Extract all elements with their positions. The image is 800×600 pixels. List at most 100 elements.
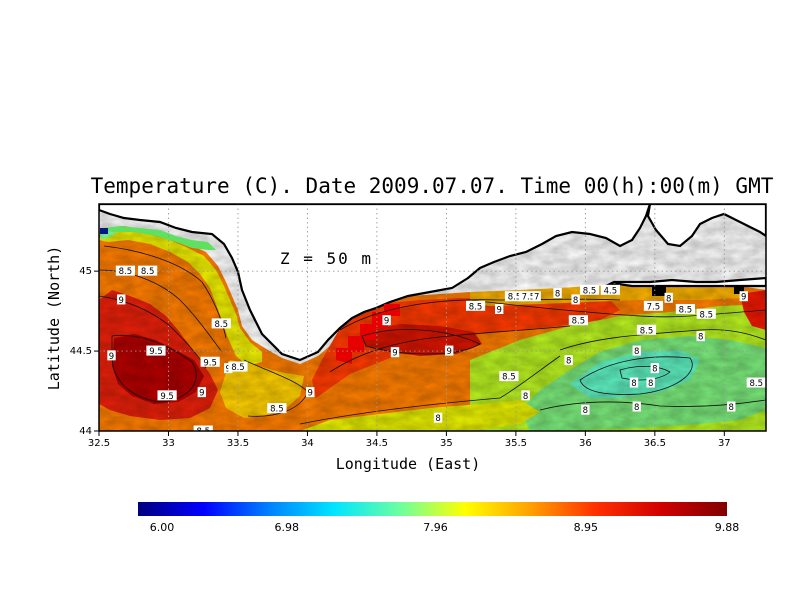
coast-dark-east-1 [652, 285, 666, 296]
contour-label: 8.5 [141, 267, 155, 277]
contour-label-box [382, 315, 391, 326]
contour-label-box [465, 300, 486, 311]
contour-label: 8 [652, 365, 657, 375]
x-tick-label: 37 [718, 438, 731, 449]
contour-label-box [267, 403, 287, 414]
contour-label-box [571, 294, 580, 305]
coast-strip-nw [104, 226, 216, 250]
contour-label: 8 [573, 296, 578, 306]
contour-label-box [433, 412, 443, 423]
colorbar-tick-label: 6.00 [150, 521, 175, 534]
contour-label: 9 [199, 389, 204, 399]
contour-label-box [650, 363, 660, 374]
x-tick-label: 35 [440, 438, 453, 449]
contour-label-box [675, 304, 696, 315]
contour-label: 9 [446, 347, 451, 357]
contour-label-box [632, 401, 641, 412]
contour-label: 8.5 [502, 373, 516, 383]
contour-line [539, 399, 766, 411]
contour-label: 8 [583, 406, 588, 416]
contour-line [469, 299, 766, 318]
contour-label-box [138, 265, 158, 276]
x-tick-label: 33.5 [227, 438, 249, 449]
contour-label-box [197, 387, 207, 398]
contour-label: 8.5 [572, 317, 586, 327]
contour-label: 8.5 [679, 306, 693, 316]
colorbar-tick-label: 7.96 [423, 521, 448, 534]
contour-label-box [211, 318, 231, 329]
x-tick-label: 36.5 [644, 438, 666, 449]
plot-frame [98, 203, 767, 432]
colorbar-tick-label: 9.88 [715, 521, 740, 534]
contour-label: 9 [741, 293, 746, 303]
contour-line [579, 356, 693, 395]
contour-line [559, 329, 766, 351]
contour-label-box [632, 345, 641, 356]
depth-label: Z = 50 m [280, 249, 373, 268]
colorbar: 6.00 6.98 7.96 8.95 9.88 [138, 502, 739, 534]
x-tick-label: 36 [579, 438, 592, 449]
x-tick-label: 32.5 [88, 438, 110, 449]
contour-label: 8 [555, 290, 560, 300]
contour-label: 8.5 [215, 320, 229, 330]
colorbar-tick-label: 8.95 [574, 521, 599, 534]
contour-label: 9 [308, 389, 313, 399]
contour-label-box [200, 356, 220, 367]
contour-label-box [107, 350, 116, 361]
contour-label-box [739, 291, 748, 302]
x-tick-label: 35.5 [505, 438, 527, 449]
kerch-peninsula-land [646, 204, 766, 248]
contour-label: 8 [435, 414, 440, 424]
contour-label-box [224, 363, 233, 374]
coast-dark-nw [100, 228, 108, 234]
contour-label: 9 [119, 296, 124, 306]
contour-label-box [664, 292, 673, 303]
contour-label: 4.5 [604, 286, 618, 296]
contour-label: 8.5 [583, 286, 597, 296]
contour-label-box [444, 345, 454, 356]
contour-label-box [157, 390, 177, 401]
contour-label-box [504, 291, 525, 302]
x-axis-ticks: 32.5 33 33.5 34 34.5 35 35.5 36 36.5 37 [88, 431, 731, 449]
contour-label-box [532, 291, 541, 302]
y-axis-label: Latitude (North) [45, 246, 63, 391]
contour-label-box [306, 387, 315, 398]
contour-label: 8.5 [750, 379, 764, 389]
contour-label-box [228, 361, 248, 372]
contour-label: 9 [392, 349, 397, 359]
contour-label: 8.5 [508, 293, 522, 303]
contour-label: 8 [729, 403, 734, 413]
x-tick-label: 34.5 [366, 438, 388, 449]
contour-label: 7 [534, 293, 539, 303]
contour-label: 8.5 [196, 427, 210, 437]
map-title: Temperature (C). Date 2009.07.07. Time 0… [91, 174, 774, 198]
contour-label: 8 [566, 357, 571, 367]
contour-label: 8 [634, 347, 639, 357]
contour-label: 8.5 [119, 267, 133, 277]
taman-land [605, 276, 766, 288]
contour-label: 8.5 [270, 405, 284, 415]
x-tick-label: 33 [162, 438, 175, 449]
contour-label-box [696, 331, 705, 342]
contour-label-box [117, 294, 126, 305]
contour-label-box [636, 324, 657, 335]
contour-label-box [579, 284, 600, 295]
contour-line [339, 298, 621, 331]
contour-label-box [564, 355, 573, 366]
contour-label: 8.5 [231, 363, 245, 373]
contour-label: 9 [496, 306, 501, 316]
contour-line [111, 334, 197, 403]
contour-label-box [193, 425, 213, 431]
contour-label-box [115, 265, 136, 276]
colorbar-tick-label: 6.98 [275, 521, 300, 534]
contour-line [103, 245, 227, 339]
contour-label-box [568, 315, 589, 326]
crimea-land [99, 204, 652, 362]
contour-label: 9.5 [149, 347, 163, 357]
contour-label-box [495, 304, 504, 315]
x-tick-label: 34 [301, 438, 314, 449]
contour-label-box [518, 291, 538, 302]
contour-label: 9.5 [160, 392, 174, 402]
contour-label: 7.5 [522, 293, 536, 303]
